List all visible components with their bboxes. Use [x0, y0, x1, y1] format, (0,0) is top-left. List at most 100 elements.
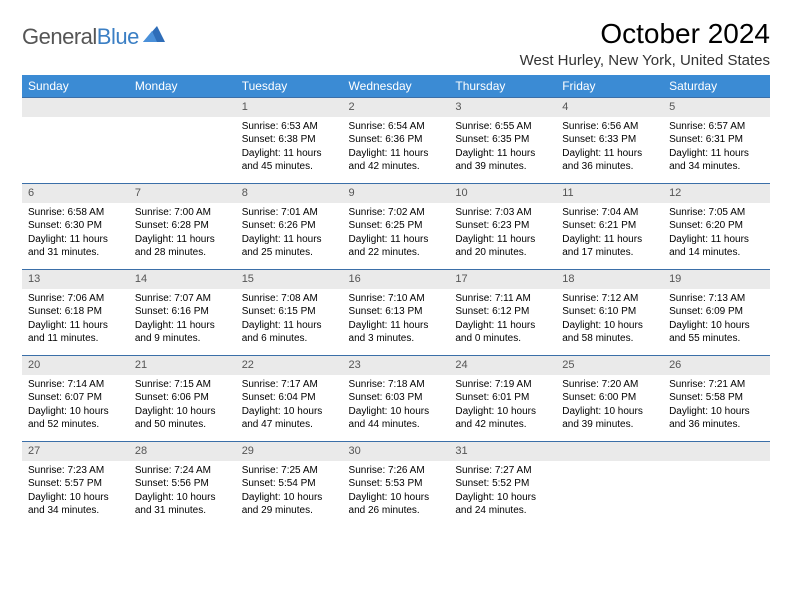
month-title: October 2024 [520, 18, 770, 50]
sunrise-line: Sunrise: 7:06 AM [28, 292, 123, 306]
weekday-header-row: Sunday Monday Tuesday Wednesday Thursday… [22, 75, 770, 98]
sunset-line: Sunset: 6:28 PM [135, 219, 230, 233]
calendar-day-cell: 22Sunrise: 7:17 AMSunset: 6:04 PMDayligh… [236, 356, 343, 442]
day-content: Sunrise: 7:21 AMSunset: 5:58 PMDaylight:… [663, 375, 770, 436]
sunset-line: Sunset: 6:04 PM [242, 391, 337, 405]
day-number: 27 [22, 442, 129, 461]
day-number: 28 [129, 442, 236, 461]
calendar-day-cell: 9Sunrise: 7:02 AMSunset: 6:25 PMDaylight… [343, 184, 450, 270]
daylight-line: Daylight: 11 hours and 11 minutes. [28, 319, 123, 346]
daylight-line: Daylight: 10 hours and 31 minutes. [135, 491, 230, 518]
day-number: 25 [556, 356, 663, 375]
sunset-line: Sunset: 5:54 PM [242, 477, 337, 491]
calendar-table: Sunday Monday Tuesday Wednesday Thursday… [22, 75, 770, 528]
sunset-line: Sunset: 6:07 PM [28, 391, 123, 405]
title-block: October 2024 West Hurley, New York, Unit… [520, 18, 770, 69]
day-number: 6 [22, 184, 129, 203]
sunset-line: Sunset: 6:10 PM [562, 305, 657, 319]
calendar-week-row: 13Sunrise: 7:06 AMSunset: 6:18 PMDayligh… [22, 270, 770, 356]
sunrise-line: Sunrise: 7:02 AM [349, 206, 444, 220]
day-number: 5 [663, 98, 770, 117]
sunset-line: Sunset: 6:26 PM [242, 219, 337, 233]
daylight-line: Daylight: 10 hours and 42 minutes. [455, 405, 550, 432]
weekday-header: Friday [556, 75, 663, 98]
day-content: Sunrise: 7:15 AMSunset: 6:06 PMDaylight:… [129, 375, 236, 436]
calendar-day-cell: 16Sunrise: 7:10 AMSunset: 6:13 PMDayligh… [343, 270, 450, 356]
daylight-line: Daylight: 11 hours and 22 minutes. [349, 233, 444, 260]
day-content: Sunrise: 7:13 AMSunset: 6:09 PMDaylight:… [663, 289, 770, 350]
weekday-header: Saturday [663, 75, 770, 98]
daylight-line: Daylight: 11 hours and 9 minutes. [135, 319, 230, 346]
calendar-day-cell: 29Sunrise: 7:25 AMSunset: 5:54 PMDayligh… [236, 442, 343, 528]
day-number: 9 [343, 184, 450, 203]
day-content: Sunrise: 7:01 AMSunset: 6:26 PMDaylight:… [236, 203, 343, 264]
calendar-day-cell: 13Sunrise: 7:06 AMSunset: 6:18 PMDayligh… [22, 270, 129, 356]
calendar-day-cell: 17Sunrise: 7:11 AMSunset: 6:12 PMDayligh… [449, 270, 556, 356]
day-content: Sunrise: 7:11 AMSunset: 6:12 PMDaylight:… [449, 289, 556, 350]
daylight-line: Daylight: 10 hours and 52 minutes. [28, 405, 123, 432]
page-header: GeneralBlue October 2024 West Hurley, Ne… [22, 18, 770, 69]
day-content: Sunrise: 6:55 AMSunset: 6:35 PMDaylight:… [449, 117, 556, 178]
sunset-line: Sunset: 6:38 PM [242, 133, 337, 147]
calendar-day-cell: 5Sunrise: 6:57 AMSunset: 6:31 PMDaylight… [663, 98, 770, 184]
day-number: 29 [236, 442, 343, 461]
day-number-empty [129, 98, 236, 117]
calendar-day-cell: 21Sunrise: 7:15 AMSunset: 6:06 PMDayligh… [129, 356, 236, 442]
weekday-header: Monday [129, 75, 236, 98]
sunrise-line: Sunrise: 6:55 AM [455, 120, 550, 134]
day-number-empty [22, 98, 129, 117]
day-number: 26 [663, 356, 770, 375]
day-content: Sunrise: 7:23 AMSunset: 5:57 PMDaylight:… [22, 461, 129, 522]
logo-text-blue: Blue [97, 24, 139, 49]
day-content: Sunrise: 7:24 AMSunset: 5:56 PMDaylight:… [129, 461, 236, 522]
daylight-line: Daylight: 11 hours and 17 minutes. [562, 233, 657, 260]
calendar-day-cell: 26Sunrise: 7:21 AMSunset: 5:58 PMDayligh… [663, 356, 770, 442]
weekday-header: Tuesday [236, 75, 343, 98]
daylight-line: Daylight: 10 hours and 50 minutes. [135, 405, 230, 432]
day-number: 31 [449, 442, 556, 461]
calendar-week-row: 6Sunrise: 6:58 AMSunset: 6:30 PMDaylight… [22, 184, 770, 270]
calendar-day-cell: 25Sunrise: 7:20 AMSunset: 6:00 PMDayligh… [556, 356, 663, 442]
calendar-day-cell: 23Sunrise: 7:18 AMSunset: 6:03 PMDayligh… [343, 356, 450, 442]
sunrise-line: Sunrise: 6:53 AM [242, 120, 337, 134]
day-number: 24 [449, 356, 556, 375]
calendar-day-cell: 3Sunrise: 6:55 AMSunset: 6:35 PMDaylight… [449, 98, 556, 184]
calendar-day-cell: 19Sunrise: 7:13 AMSunset: 6:09 PMDayligh… [663, 270, 770, 356]
calendar-day-cell: 1Sunrise: 6:53 AMSunset: 6:38 PMDaylight… [236, 98, 343, 184]
day-content: Sunrise: 7:06 AMSunset: 6:18 PMDaylight:… [22, 289, 129, 350]
sunset-line: Sunset: 5:58 PM [669, 391, 764, 405]
day-number: 16 [343, 270, 450, 289]
calendar-day-cell: 14Sunrise: 7:07 AMSunset: 6:16 PMDayligh… [129, 270, 236, 356]
day-number: 21 [129, 356, 236, 375]
daylight-line: Daylight: 11 hours and 39 minutes. [455, 147, 550, 174]
sunrise-line: Sunrise: 7:00 AM [135, 206, 230, 220]
sunset-line: Sunset: 6:35 PM [455, 133, 550, 147]
day-content: Sunrise: 7:07 AMSunset: 6:16 PMDaylight:… [129, 289, 236, 350]
weekday-header: Wednesday [343, 75, 450, 98]
calendar-day-cell [129, 98, 236, 184]
daylight-line: Daylight: 11 hours and 45 minutes. [242, 147, 337, 174]
day-content: Sunrise: 7:10 AMSunset: 6:13 PMDaylight:… [343, 289, 450, 350]
day-content: Sunrise: 7:02 AMSunset: 6:25 PMDaylight:… [343, 203, 450, 264]
calendar-day-cell: 28Sunrise: 7:24 AMSunset: 5:56 PMDayligh… [129, 442, 236, 528]
calendar-day-cell: 27Sunrise: 7:23 AMSunset: 5:57 PMDayligh… [22, 442, 129, 528]
daylight-line: Daylight: 11 hours and 25 minutes. [242, 233, 337, 260]
day-number: 4 [556, 98, 663, 117]
day-content: Sunrise: 7:03 AMSunset: 6:23 PMDaylight:… [449, 203, 556, 264]
day-content: Sunrise: 7:27 AMSunset: 5:52 PMDaylight:… [449, 461, 556, 522]
calendar-day-cell [556, 442, 663, 528]
sunrise-line: Sunrise: 7:05 AM [669, 206, 764, 220]
day-number: 22 [236, 356, 343, 375]
calendar-day-cell: 12Sunrise: 7:05 AMSunset: 6:20 PMDayligh… [663, 184, 770, 270]
day-number: 2 [343, 98, 450, 117]
sunset-line: Sunset: 6:00 PM [562, 391, 657, 405]
sunrise-line: Sunrise: 7:04 AM [562, 206, 657, 220]
sunrise-line: Sunrise: 7:23 AM [28, 464, 123, 478]
sunrise-line: Sunrise: 7:14 AM [28, 378, 123, 392]
day-content: Sunrise: 7:08 AMSunset: 6:15 PMDaylight:… [236, 289, 343, 350]
sunset-line: Sunset: 5:52 PM [455, 477, 550, 491]
daylight-line: Daylight: 10 hours and 58 minutes. [562, 319, 657, 346]
day-number: 23 [343, 356, 450, 375]
daylight-line: Daylight: 11 hours and 42 minutes. [349, 147, 444, 174]
day-number: 13 [22, 270, 129, 289]
